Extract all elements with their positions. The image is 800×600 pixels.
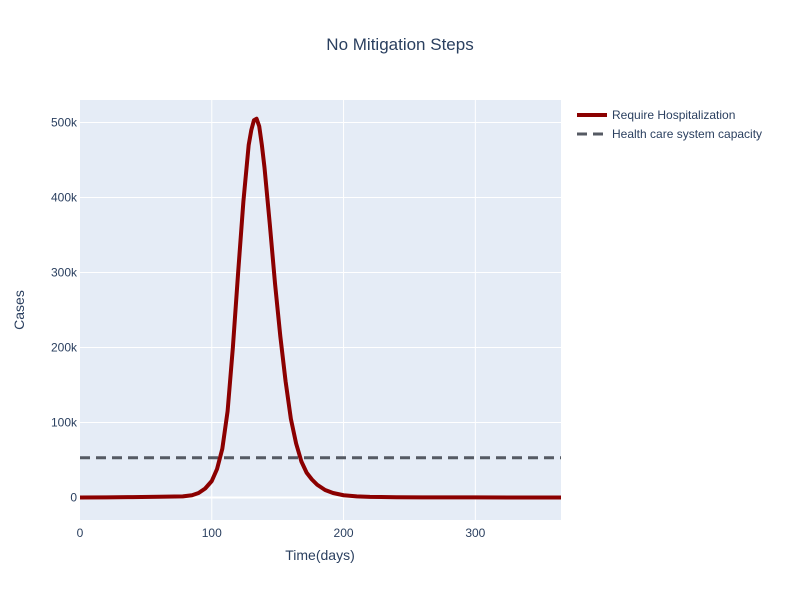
plot-area [80, 100, 561, 520]
legend-item-0[interactable]: Require Hospitalization [577, 108, 735, 122]
y-tick-label: 400k [51, 191, 78, 205]
x-gridlines [211, 100, 476, 520]
legend-label-0: Require Hospitalization [612, 108, 735, 122]
legend-item-1[interactable]: Health care system capacity [577, 127, 762, 141]
chart-title: No Mitigation Steps [326, 35, 473, 54]
x-axis-title: Time(days) [285, 547, 355, 563]
y-tick-label: 300k [51, 266, 78, 280]
y-tick-label: 500k [51, 116, 78, 130]
series-line-0 [79, 116, 562, 500]
legend[interactable]: Require Hospitalization Health care syste… [577, 108, 762, 141]
x-tick-label: 0 [77, 526, 84, 540]
legend-label-1: Health care system capacity [612, 127, 762, 141]
y-tick-labels: 0 100k 200k 300k 400k 500k [51, 116, 78, 505]
y-tick-label: 0 [70, 491, 77, 505]
x-tick-labels: 0 100 200 300 [77, 526, 486, 540]
series-layer [79, 116, 562, 500]
x-tick-label: 300 [465, 526, 485, 540]
y-tick-label: 200k [51, 341, 78, 355]
x-tick-label: 100 [202, 526, 222, 540]
x-tick-label: 200 [334, 526, 354, 540]
y-tick-label: 100k [51, 416, 78, 430]
y-axis-title: Cases [11, 290, 27, 330]
